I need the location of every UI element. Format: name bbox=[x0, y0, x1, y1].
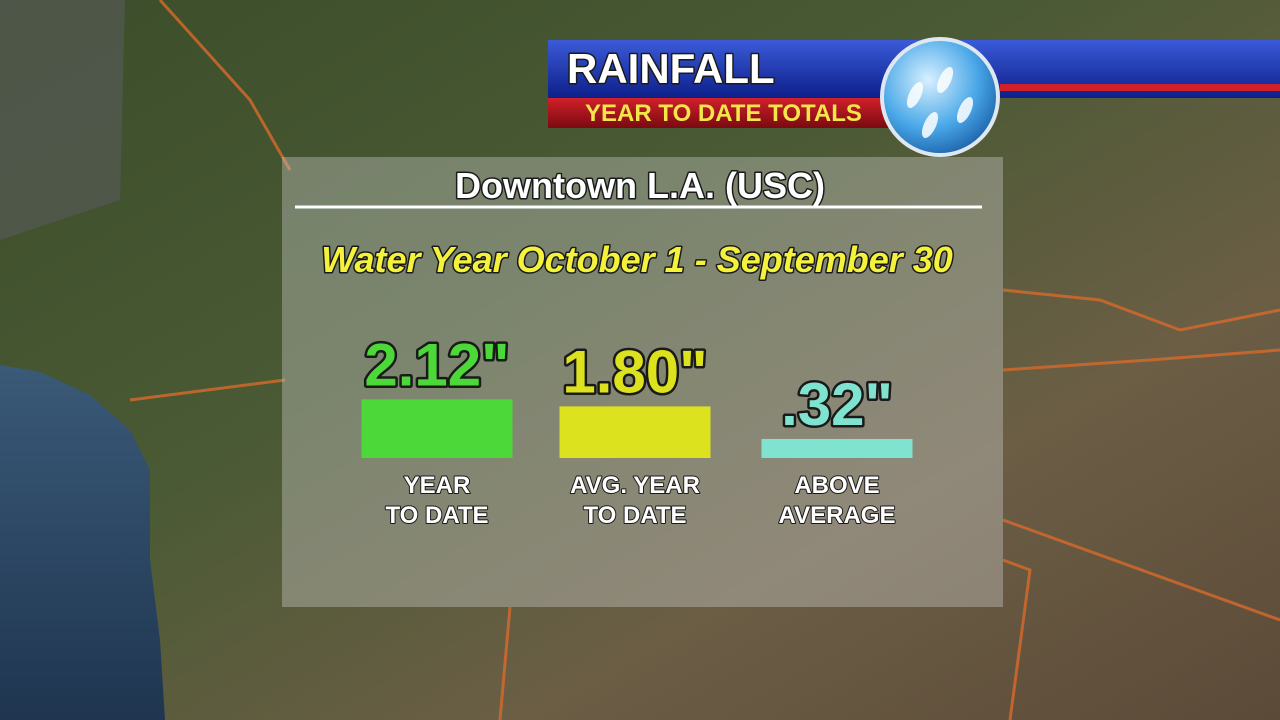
category-label: TO DATE bbox=[583, 502, 686, 529]
bar bbox=[559, 406, 711, 458]
category-label: ABOVE bbox=[794, 472, 879, 499]
value-label: 1.80" bbox=[562, 338, 707, 405]
category-label: YEAR bbox=[404, 472, 471, 499]
chart-title: Downtown L.A. (USC) bbox=[455, 165, 825, 206]
panel bbox=[282, 157, 1003, 607]
bar bbox=[361, 399, 513, 458]
banner-subtitle: YEAR TO DATE TOTALS bbox=[585, 100, 862, 127]
rain-icon bbox=[880, 37, 1000, 157]
category-label: TO DATE bbox=[385, 502, 488, 529]
rain-drops bbox=[906, 67, 974, 138]
banner-title: RAINFALL bbox=[567, 45, 775, 92]
bar bbox=[761, 438, 913, 458]
mountain-shade bbox=[0, 0, 125, 240]
banner-red bbox=[548, 98, 908, 128]
chart-subtitle: Water Year October 1 - September 30 bbox=[321, 239, 953, 280]
category-label: AVERAGE bbox=[779, 502, 896, 529]
value-label: .32" bbox=[781, 371, 893, 438]
freeways bbox=[129, 0, 1280, 720]
banner-stripe bbox=[1000, 84, 1280, 91]
category-label: AVG. YEAR bbox=[570, 472, 700, 499]
ocean bbox=[0, 365, 165, 720]
value-label: 2.12" bbox=[364, 331, 509, 398]
